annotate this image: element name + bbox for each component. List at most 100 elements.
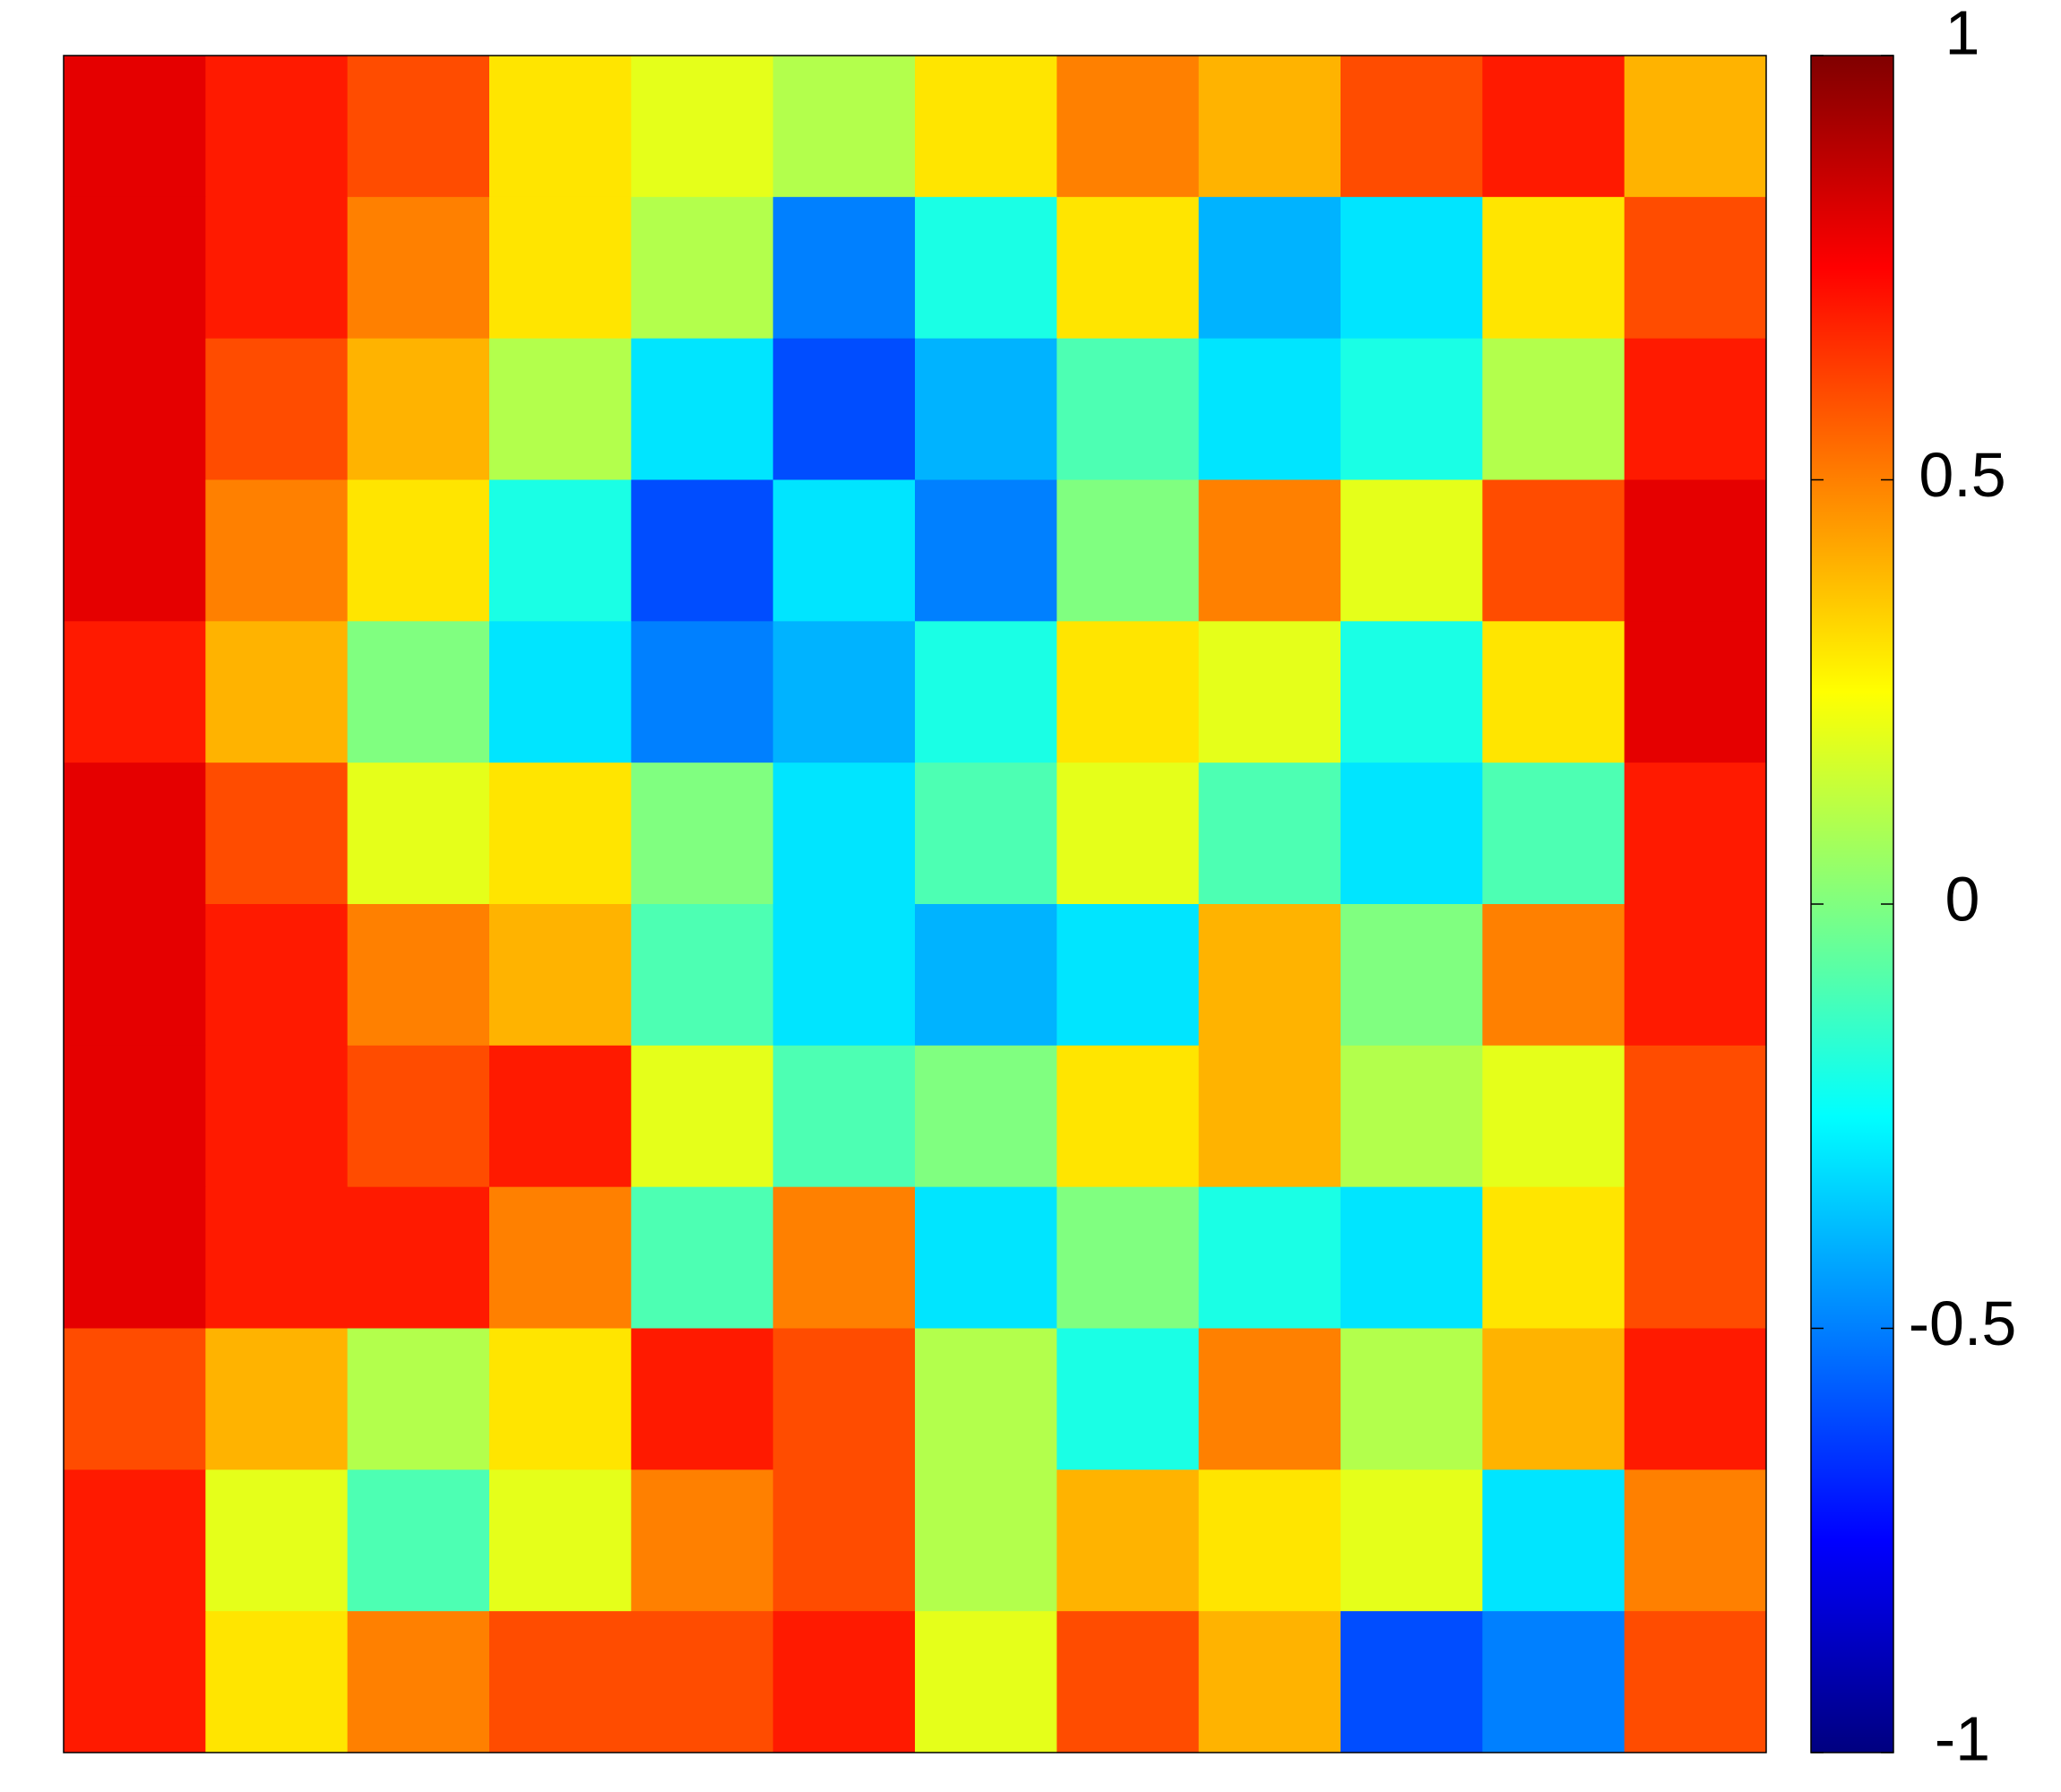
cell bbox=[1056, 1469, 1200, 1612]
cell bbox=[772, 621, 916, 763]
cell bbox=[1624, 621, 1767, 763]
cell bbox=[1056, 1186, 1200, 1329]
cell bbox=[347, 1045, 490, 1188]
cell bbox=[1198, 338, 1341, 480]
colorbar-tick-label: 0 bbox=[1945, 864, 1980, 934]
cell bbox=[1482, 1045, 1626, 1188]
cell bbox=[489, 196, 632, 340]
cell bbox=[205, 621, 349, 763]
cell bbox=[205, 196, 349, 340]
cell bbox=[631, 621, 774, 763]
cell bbox=[64, 338, 206, 480]
cell bbox=[772, 1469, 916, 1612]
colorbar-ticks: -1 -0.5 0 0.5 1 bbox=[1811, 0, 2016, 1773]
cell bbox=[915, 1328, 1057, 1470]
cell bbox=[489, 56, 632, 198]
cell bbox=[1056, 1611, 1200, 1753]
cell bbox=[1624, 479, 1767, 622]
cell bbox=[347, 196, 490, 340]
cell bbox=[772, 196, 916, 340]
heatmap bbox=[64, 56, 1767, 1753]
cell bbox=[1624, 1469, 1767, 1612]
cell bbox=[1198, 1611, 1341, 1753]
cell bbox=[631, 1611, 774, 1753]
cell bbox=[1482, 479, 1626, 622]
cell bbox=[64, 904, 206, 1047]
cell bbox=[1482, 56, 1626, 198]
cell bbox=[1198, 196, 1341, 340]
cell bbox=[1482, 1469, 1626, 1612]
cell bbox=[915, 762, 1057, 905]
cell bbox=[1341, 904, 1483, 1047]
cell bbox=[64, 762, 206, 905]
cell bbox=[205, 904, 349, 1047]
cell bbox=[631, 479, 774, 622]
cell bbox=[64, 479, 206, 622]
cell bbox=[489, 1611, 632, 1753]
cell bbox=[489, 1186, 632, 1329]
cell bbox=[1056, 904, 1200, 1047]
cell bbox=[1341, 1045, 1483, 1188]
cell bbox=[772, 1328, 916, 1470]
cell bbox=[64, 621, 206, 763]
cell bbox=[1624, 1328, 1767, 1470]
colorbar-tick-label: 1 bbox=[1945, 0, 1980, 67]
cell bbox=[1341, 196, 1483, 340]
cell bbox=[631, 338, 774, 480]
cell bbox=[1624, 1611, 1767, 1753]
cell bbox=[1341, 1328, 1483, 1470]
cell bbox=[1198, 1186, 1341, 1329]
cell bbox=[64, 1328, 206, 1470]
cell bbox=[1056, 338, 1200, 480]
cell bbox=[1341, 338, 1483, 480]
cell bbox=[915, 621, 1057, 763]
cell bbox=[1341, 1469, 1483, 1612]
cell bbox=[347, 1469, 490, 1612]
cell bbox=[64, 1611, 206, 1753]
cell bbox=[1624, 56, 1767, 198]
cell bbox=[205, 56, 349, 198]
cell bbox=[915, 904, 1057, 1047]
cell bbox=[1056, 1328, 1200, 1470]
cell bbox=[1624, 196, 1767, 340]
cell bbox=[347, 1611, 490, 1753]
cell bbox=[631, 1328, 774, 1470]
cell bbox=[1056, 621, 1200, 763]
cell bbox=[631, 904, 774, 1047]
colorbar-tick-label: -0.5 bbox=[1909, 1288, 2017, 1358]
cell bbox=[347, 56, 490, 198]
cell bbox=[205, 479, 349, 622]
cell bbox=[631, 196, 774, 340]
cell bbox=[1482, 1186, 1626, 1329]
cell bbox=[489, 621, 632, 763]
cell bbox=[205, 1611, 349, 1753]
cell bbox=[772, 904, 916, 1047]
cell bbox=[915, 196, 1057, 340]
cell bbox=[631, 1186, 774, 1329]
cell bbox=[1198, 762, 1341, 905]
cell bbox=[489, 338, 632, 480]
plot-frame bbox=[63, 55, 1767, 1753]
colorbar bbox=[1810, 55, 1894, 1753]
cell bbox=[1056, 762, 1200, 905]
cell bbox=[1482, 1611, 1626, 1753]
cell bbox=[489, 1469, 632, 1612]
cell bbox=[64, 196, 206, 340]
cell bbox=[489, 1328, 632, 1470]
cell bbox=[1482, 1328, 1626, 1470]
cell bbox=[1198, 479, 1341, 622]
cell bbox=[347, 621, 490, 763]
cell bbox=[64, 56, 206, 198]
cell bbox=[915, 479, 1057, 622]
cell bbox=[772, 762, 916, 905]
cell bbox=[205, 762, 349, 905]
cell bbox=[1198, 904, 1341, 1047]
cell bbox=[1341, 1611, 1483, 1753]
cell bbox=[1624, 338, 1767, 480]
cell bbox=[1624, 904, 1767, 1047]
cell bbox=[1198, 56, 1341, 198]
cell bbox=[1341, 621, 1483, 763]
cell bbox=[1482, 338, 1626, 480]
cell bbox=[631, 1045, 774, 1188]
cell bbox=[1482, 196, 1626, 340]
